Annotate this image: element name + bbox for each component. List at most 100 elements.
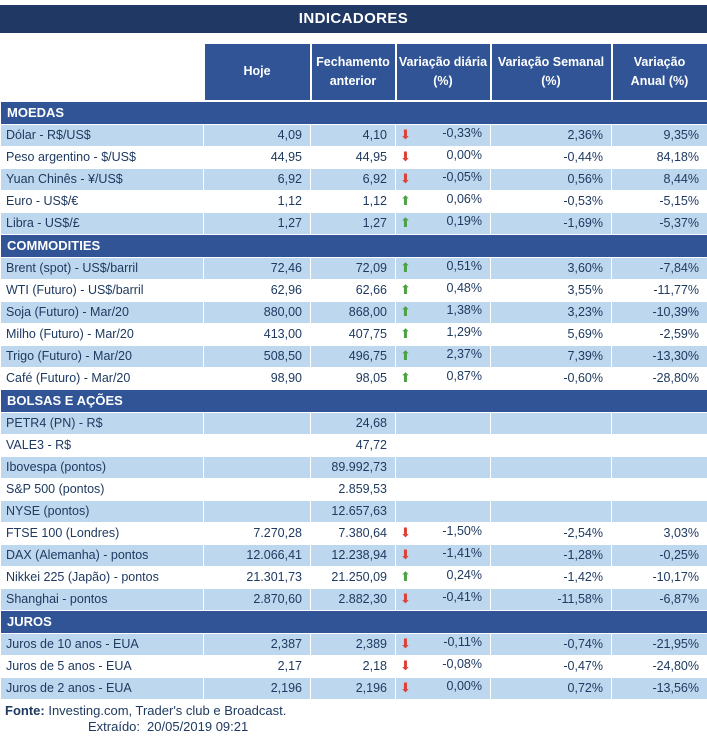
down-arrow-icon: ⬇ <box>400 149 411 164</box>
variacao-diaria-value: -0,11% <box>443 635 482 649</box>
hoje-value: 2.870,60 <box>203 587 311 611</box>
variacao-diaria-cell: ⬆ 0,51% <box>395 256 491 280</box>
row-label: Shanghai - pontos <box>0 587 204 611</box>
variacao-semanal-value: 7,39% <box>490 344 612 368</box>
section-row: BOLSAS E AÇÕES <box>0 388 707 413</box>
hoje-value <box>203 411 311 435</box>
hoje-value: 6,92 <box>203 167 311 191</box>
table-row: Brent (spot) - US$/barril 72,46 72,09 ⬆ 0,51… <box>0 256 707 280</box>
variacao-semanal-value: 2,36% <box>490 123 612 147</box>
variacao-diaria-value: -0,08% <box>442 657 482 671</box>
table-row: Café (Futuro) - Mar/20 98,90 98,05 ⬆ 0,87% -0… <box>0 366 707 390</box>
variacao-diaria-cell <box>395 433 491 457</box>
up-arrow-icon: ⬆ <box>400 569 411 584</box>
hoje-value: 413,00 <box>203 322 311 346</box>
up-arrow-icon: ⬆ <box>400 326 411 341</box>
variacao-diaria-value: -0,33% <box>442 126 482 140</box>
variacao-semanal-value: -0,53% <box>490 189 612 213</box>
hoje-value: 72,46 <box>203 256 311 280</box>
variacao-semanal-value: 3,23% <box>490 300 612 324</box>
row-label: VALE3 - R$ <box>0 433 204 457</box>
row-label: PETR4 (PN) - R$ <box>0 411 204 435</box>
table-row: PETR4 (PN) - R$ 24,68 <box>0 411 707 435</box>
hoje-value: 2,196 <box>203 676 311 700</box>
down-arrow-icon: ⬇ <box>400 171 411 186</box>
variacao-diaria-cell: ⬇ -0,11% <box>395 632 491 656</box>
fechamento-anterior-value: 12.238,94 <box>310 543 396 567</box>
footer: Fonte: Investing.com, Trader's club e Br… <box>0 703 707 735</box>
down-arrow-icon: ⬇ <box>400 658 411 673</box>
table-row: Juros de 10 anos - EUA 2,387 2,389 ⬇ -0,11% -… <box>0 632 707 656</box>
variacao-diaria-cell: ⬆ 1,38% <box>395 300 491 324</box>
row-label: DAX (Alemanha) - pontos <box>0 543 204 567</box>
up-arrow-icon: ⬆ <box>400 282 411 297</box>
hoje-value: 1,27 <box>203 211 311 235</box>
fechamento-anterior-value: 2,18 <box>310 654 396 678</box>
hoje-value: 12.066,41 <box>203 543 311 567</box>
table-body: MOEDAS Dólar - R$/US$ 4,09 4,10 ⬇ -0,33% 2,36%… <box>0 100 707 700</box>
fechamento-anterior-value: 44,95 <box>310 145 396 169</box>
variacao-semanal-value: 3,55% <box>490 278 612 302</box>
up-arrow-icon: ⬆ <box>400 370 411 385</box>
variacao-semanal-value <box>490 433 612 457</box>
variacao-diaria-cell: ⬆ 0,87% <box>395 366 491 390</box>
variacao-diaria-cell: ⬆ 0,06% <box>395 189 491 213</box>
variacao-semanal-value: -1,28% <box>490 543 612 567</box>
extracted-timestamp: 20/05/2019 09:21 <box>147 718 249 734</box>
variacao-semanal-value: -1,69% <box>490 211 612 235</box>
row-label: Euro - US$/€ <box>0 189 204 213</box>
variacao-diaria-cell: ⬆ 0,48% <box>395 278 491 302</box>
section-header: COMMODITIES <box>0 233 707 258</box>
variacao-anual-value <box>611 477 707 501</box>
row-label: Nikkei 225 (Japão) - pontos <box>0 565 204 589</box>
variacao-anual-value: -10,39% <box>611 300 707 324</box>
hoje-value <box>203 477 311 501</box>
table-row: Milho (Futuro) - Mar/20 413,00 407,75 ⬆ 1,29… <box>0 322 707 346</box>
section-row: MOEDAS <box>0 100 707 125</box>
variacao-semanal-value: 5,69% <box>490 322 612 346</box>
section-header: BOLSAS E AÇÕES <box>0 388 707 413</box>
variacao-anual-value: -21,95% <box>611 632 707 656</box>
variacao-semanal-value: -0,60% <box>490 366 612 390</box>
variacao-diaria-value: -1,50% <box>442 524 482 538</box>
up-arrow-icon: ⬆ <box>400 193 411 208</box>
fechamento-anterior-value: 2,196 <box>310 676 396 700</box>
variacao-anual-value: -10,17% <box>611 565 707 589</box>
variacao-diaria-value: 0,19% <box>446 214 482 228</box>
extracted-line: Extraído: 20/05/2019 09:21 <box>0 719 707 735</box>
variacao-diaria-value: 0,00% <box>446 679 482 693</box>
fechamento-anterior-value: 72,09 <box>310 256 396 280</box>
variacao-anual-value <box>611 433 707 457</box>
fechamento-anterior-value: 47,72 <box>310 433 396 457</box>
variacao-diaria-value: 0,24% <box>446 568 482 582</box>
fechamento-anterior-value: 12.657,63 <box>310 499 396 523</box>
row-label: Ibovespa (pontos) <box>0 455 204 479</box>
variacao-diaria-value: 0,87% <box>446 369 482 383</box>
row-label: Yuan Chinês - ¥/US$ <box>0 167 204 191</box>
up-arrow-icon: ⬆ <box>400 348 411 363</box>
column-header-1: Hoje <box>202 42 312 102</box>
variacao-anual-value: -24,80% <box>611 654 707 678</box>
variacao-semanal-value: -1,42% <box>490 565 612 589</box>
hoje-value: 2,387 <box>203 632 311 656</box>
variacao-semanal-value: 0,72% <box>490 676 612 700</box>
variacao-anual-value: -0,25% <box>611 543 707 567</box>
variacao-anual-value: -7,84% <box>611 256 707 280</box>
table-row: DAX (Alemanha) - pontos 12.066,41 12.238,9… <box>0 543 707 567</box>
fechamento-anterior-value: 21.250,09 <box>310 565 396 589</box>
variacao-diaria-cell: ⬇ -0,33% <box>395 123 491 147</box>
fechamento-anterior-value: 2.859,53 <box>310 477 396 501</box>
section-header: JUROS <box>0 609 707 634</box>
variacao-diaria-cell <box>395 455 491 479</box>
variacao-anual-value: -2,59% <box>611 322 707 346</box>
extracted-label: Extraído: <box>88 718 141 734</box>
variacao-anual-value: -5,37% <box>611 211 707 235</box>
variacao-anual-value <box>611 499 707 523</box>
row-label: Milho (Futuro) - Mar/20 <box>0 322 204 346</box>
table-row: Euro - US$/€ 1,12 1,12 ⬆ 0,06% -0,53% -5,15% <box>0 189 707 213</box>
variacao-diaria-value: -1,41% <box>442 546 482 560</box>
table-row: Nikkei 225 (Japão) - pontos 21.301,73 21.2… <box>0 565 707 589</box>
indicators-table: Hoje Fechamento anterior Variação diária (… <box>0 42 707 700</box>
variacao-diaria-cell: ⬇ 0,00% <box>395 676 491 700</box>
variacao-diaria-value: 0,48% <box>446 281 482 295</box>
